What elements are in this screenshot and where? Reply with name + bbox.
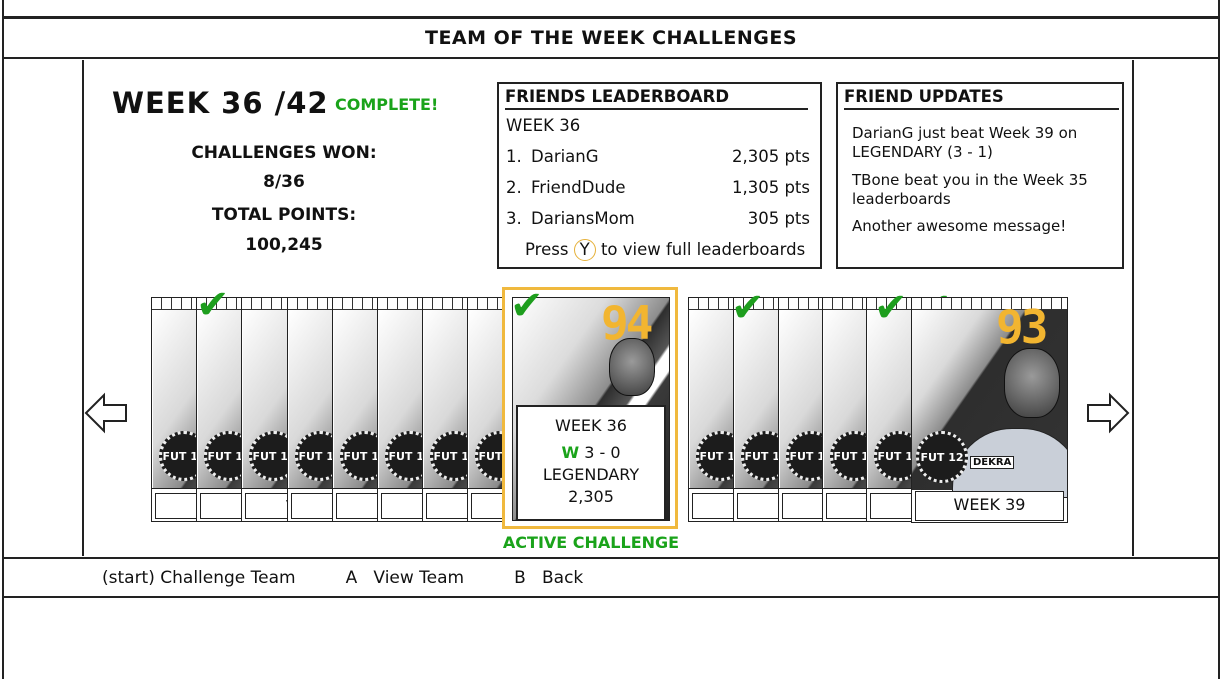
leaderboard-name: FriendDude [531,178,626,197]
top-strip [2,0,1220,18]
card-week-label: WEEK 39 [915,491,1064,521]
leaderboard-points: 1,305 pts [731,178,810,197]
challenge-points: 2,305 [568,487,614,506]
leaderboard-rank: 2. [506,178,522,197]
player-face [1004,348,1060,418]
friends-leaderboard-panel: FRIENDS LEADERBOARD WEEK 36 1. DarianG 2,… [497,82,822,269]
challenge-result: W 3 - 0 [518,443,664,462]
sponsor-logo: DEKRA [970,456,1015,469]
completed-check-icon: ✔ [731,285,765,331]
leaderboard-rank: 3. [506,209,522,228]
leaderboard-week-label: WEEK 36 [506,116,581,135]
view-team-hint[interactable]: A View Team [345,567,465,588]
left-arrow-icon[interactable] [84,392,128,434]
page-title: TEAM OF THE WEEK CHALLENGES [2,17,1220,59]
active-card-inner: 94 WEEK 36 W 3 - 0 LEGENDARY 2,305 [512,297,670,521]
bottom-area [2,597,1220,679]
button-hints-bar: (start) Challenge Team A View Team B Bac… [2,557,1220,598]
challenges-won-label: CHALLENGES WON: [191,143,377,163]
leaderboard-week: WEEK 36 [506,116,810,135]
completed-check-icon: ✔ [196,282,230,328]
content-frame [2,58,1220,558]
updates-title: FRIEND UPDATES [844,87,1119,110]
challenge-difficulty: LEGENDARY [542,465,640,484]
total-points-label: TOTAL POINTS: [211,205,357,225]
update-message: TBone beat you in the Week 35 leaderboar… [852,171,1088,208]
leaderboard-row[interactable]: 1. DarianG 2,305 pts [506,147,810,166]
leaderboard-name: DariansMom [531,209,635,228]
challenge-week: WEEK 36 [555,416,627,435]
completed-check-icon: ✔ [874,285,908,331]
press-text: Press [525,240,569,259]
challenges-won-value: 8/36 [263,172,305,192]
week-title: WEEK 36 /42 [112,86,329,120]
view-leaderboards-hint: Press Y to view full leaderboards [525,239,805,261]
leaderboard-rank: 1. [506,147,522,166]
friend-updates-panel: FRIEND UPDATES DarianG just beat Week 39… [836,82,1124,269]
player-rating: 93 [996,300,1048,354]
y-button-icon[interactable]: Y [573,239,596,261]
press-suffix-text: to view full leaderboards [600,240,806,259]
leaderboard-row[interactable]: 2. FriendDude 1,305 pts [506,178,810,197]
start-challenge-hint[interactable]: (start) Challenge Team [102,567,296,588]
leaderboard-points: 305 pts [747,209,810,228]
right-arrow-icon[interactable] [1086,392,1130,434]
result-score: 3 - 0 [584,443,621,462]
back-hint[interactable]: B Back [514,567,584,588]
active-challenge-caption: ACTIVE CHALLENGE [502,533,680,552]
active-challenge-card[interactable]: 94 WEEK 36 W 3 - 0 LEGENDARY 2,305 [502,287,678,529]
card-ticks [912,298,1067,310]
player-face [609,338,655,396]
challenge-info-box: WEEK 36 W 3 - 0 LEGENDARY 2,305 [516,405,666,520]
inner-frame [82,60,1134,556]
completed-check-icon: ✔ [510,283,544,329]
challenge-card-week-39[interactable]: DEKRA FUT 12 93 WEEK 39 [911,297,1068,523]
update-message: Another awesome message! [852,217,1067,235]
leaderboard-points: 2,305 pts [731,147,810,166]
total-points-value: 100,245 [245,235,323,255]
complete-status: COMPLETE! [335,95,439,114]
player-rating: 94 [601,297,653,350]
leaderboard-row[interactable]: 3. DariansMom 305 pts [506,209,810,228]
fut12-badge: FUT 12 [916,431,968,483]
update-message: DarianG just beat Week 39 on LEGENDARY (… [852,124,1078,161]
result-letter: W [561,443,580,462]
leaderboard-name: DarianG [531,147,599,166]
leaderboard-title: FRIENDS LEADERBOARD [505,87,808,110]
